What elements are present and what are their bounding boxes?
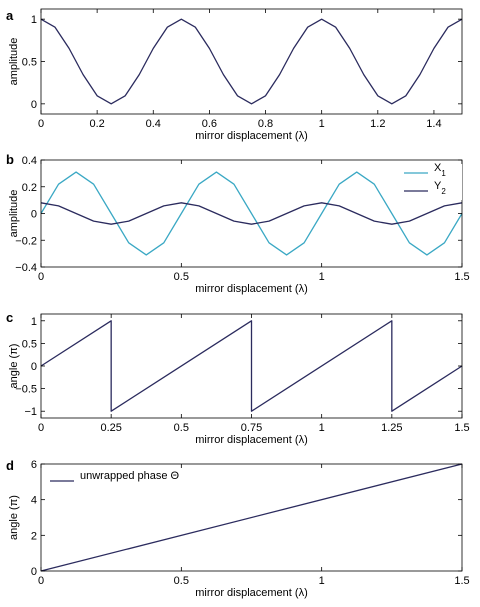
plot-frame-d bbox=[40, 463, 463, 572]
x-tick-label-a: 0.6 bbox=[202, 118, 217, 130]
legend-box-d bbox=[44, 470, 216, 492]
x-tick-label-b: 0.5 bbox=[174, 271, 189, 283]
y-tick-label-d: 2 bbox=[31, 530, 37, 542]
x-tick-label-a: 0 bbox=[38, 118, 44, 130]
legend-box-b bbox=[398, 164, 462, 200]
y-axis-title-d: angle (π) bbox=[8, 495, 20, 540]
y-tick-label-b: −0.2 bbox=[15, 235, 37, 247]
x-tick-label-b: 1 bbox=[319, 271, 325, 283]
x-tick-label-a: 1.4 bbox=[426, 118, 441, 130]
panel-label-a: a bbox=[6, 8, 14, 23]
x-tick-label-a: 0.8 bbox=[258, 118, 273, 130]
x-axis-title-b: mirror displacement (λ) bbox=[195, 283, 307, 295]
x-tick-label-a: 0.2 bbox=[89, 118, 104, 130]
y-tick-label-b: 0.4 bbox=[22, 155, 37, 167]
x-tick-label-d: 0 bbox=[38, 575, 44, 587]
x-tick-label-c: 1.25 bbox=[381, 422, 402, 434]
panel-a: 0 0.2 0.4 0.6 0.8 1 1.2 1.4 0 0.5 1 mirror displace… bbox=[8, 8, 463, 142]
x-tick-label-c: 1 bbox=[319, 422, 325, 434]
y-tick-label-c: −0.5 bbox=[15, 384, 37, 396]
y-tick-label-a: 1 bbox=[31, 14, 37, 26]
y-tick-label-c: 1 bbox=[31, 316, 37, 328]
x-tick-label-a: 1.2 bbox=[370, 118, 385, 130]
plot-frame-a bbox=[40, 8, 463, 115]
y-tick-label-c: −1 bbox=[24, 406, 37, 418]
panel-b: 0 0.5 1 1.5 −0.4 −0.2 0 0.2 0.4 mirror displaceme… bbox=[8, 155, 470, 295]
x-tick-label-a: 0.4 bbox=[146, 118, 161, 130]
y-tick-label-b: −0.4 bbox=[15, 262, 37, 274]
panel-d: 0 0.5 1 1.5 0 2 4 6 mirror displacement (λ) angle… bbox=[8, 459, 470, 599]
y-tick-label-c: 0 bbox=[31, 361, 37, 373]
y-axis-title-a: amplitude bbox=[8, 38, 20, 86]
x-tick-label-c: 0.75 bbox=[241, 422, 262, 434]
y-tick-label-c: 0.5 bbox=[22, 338, 37, 350]
x-tick-label-c: 0 bbox=[38, 422, 44, 434]
y-tick-label-d: 4 bbox=[31, 495, 37, 507]
y-tick-label-a: 0 bbox=[31, 99, 37, 111]
x-tick-label-b: 1.5 bbox=[454, 271, 469, 283]
series-line-c-0 bbox=[40, 320, 463, 412]
y-tick-label-b: 0.2 bbox=[22, 182, 37, 194]
series-line-b-1 bbox=[40, 202, 463, 225]
x-tick-label-d: 1 bbox=[319, 575, 325, 587]
x-tick-label-d: 0.5 bbox=[174, 575, 189, 587]
x-tick-label-a: 1 bbox=[319, 118, 325, 130]
x-axis-title-a: mirror displacement (λ) bbox=[195, 130, 307, 142]
panel-label-c: c bbox=[6, 310, 13, 325]
legend-label-d-0: unwrapped phase Θ bbox=[80, 470, 180, 482]
x-tick-label-d: 1.5 bbox=[454, 575, 469, 587]
x-tick-label-b: 0 bbox=[38, 271, 44, 283]
series-line-d-0 bbox=[40, 463, 463, 572]
x-tick-label-c: 1.5 bbox=[454, 422, 469, 434]
y-tick-label-b: 0 bbox=[31, 209, 37, 221]
legend-d: unwrapped phase Θ bbox=[44, 470, 216, 492]
series-line-a-0 bbox=[40, 18, 463, 105]
y-axis-title-c: angle (π) bbox=[8, 344, 20, 389]
panel-label-d: d bbox=[6, 458, 14, 473]
y-axis-title-b: amplitude bbox=[8, 190, 20, 238]
x-tick-label-c: 0.25 bbox=[100, 422, 121, 434]
x-axis-title-c: mirror displacement (λ) bbox=[195, 434, 307, 446]
panel-label-b: b bbox=[6, 152, 14, 167]
y-tick-label-a: 0.5 bbox=[22, 57, 37, 69]
y-tick-label-d: 0 bbox=[31, 566, 37, 578]
panel-c: 0 0.25 0.5 0.75 1 1.25 1.5 −1 −0.5 0 0.5 1 mirror di… bbox=[8, 313, 470, 446]
x-tick-label-c: 0.5 bbox=[174, 422, 189, 434]
series-line-b-0 bbox=[40, 171, 463, 256]
y-tick-label-d: 6 bbox=[31, 459, 37, 471]
x-axis-title-d: mirror displacement (λ) bbox=[195, 587, 307, 599]
